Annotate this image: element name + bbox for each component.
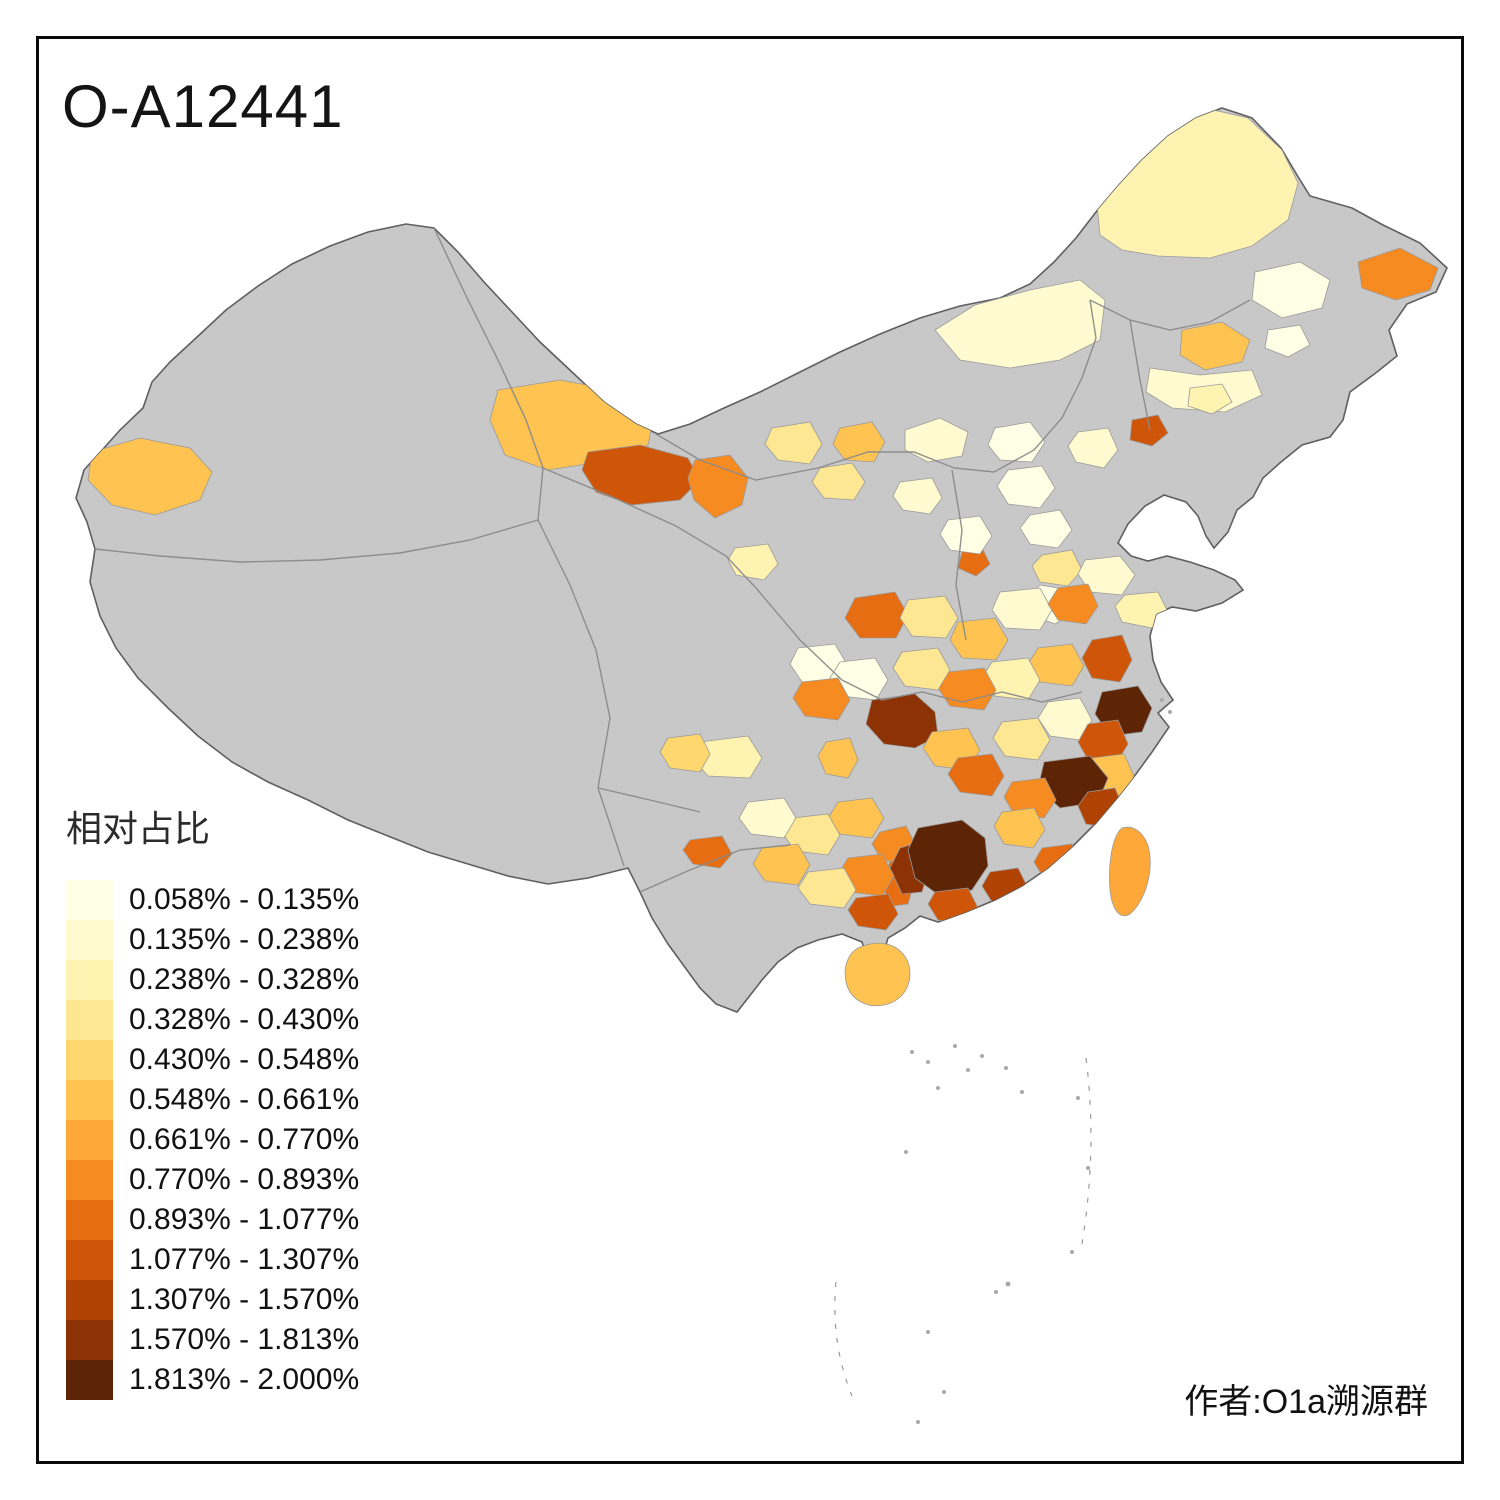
legend-swatch <box>66 1160 113 1200</box>
legend-swatch <box>66 1080 113 1120</box>
legend-rows: 0.058% - 0.135% 0.135% - 0.238% 0.238% -… <box>66 880 359 1400</box>
legend: 相对占比 0.058% - 0.135% 0.135% - 0.238% 0.2… <box>66 800 359 1400</box>
legend-label: 0.135% - 0.238% <box>129 923 360 956</box>
legend-item: 0.770% - 0.893% <box>66 1160 359 1200</box>
legend-label: 1.570% - 1.813% <box>129 1323 360 1356</box>
legend-label: 0.328% - 0.430% <box>129 1003 360 1036</box>
legend-item: 0.893% - 1.077% <box>66 1200 359 1240</box>
legend-swatch <box>66 1280 113 1320</box>
hainan-region <box>844 942 911 1007</box>
legend-item: 0.135% - 0.238% <box>66 920 359 960</box>
legend-label: 0.238% - 0.328% <box>129 963 360 996</box>
plot-title: O-A12441 <box>62 73 344 140</box>
legend-label: 0.548% - 0.661% <box>129 1083 360 1116</box>
taiwan-region <box>1109 826 1151 916</box>
legend-label: 1.813% - 2.000% <box>129 1363 360 1396</box>
legend-swatch <box>66 1120 113 1160</box>
legend-swatch <box>66 880 113 920</box>
legend-item: 0.430% - 0.548% <box>66 1040 359 1080</box>
legend-label: 0.430% - 0.548% <box>129 1043 360 1076</box>
legend-item: 0.661% - 0.770% <box>66 1120 359 1160</box>
legend-title: 相对占比 <box>66 808 211 849</box>
legend-item: 1.077% - 1.307% <box>66 1240 359 1280</box>
legend-swatch <box>66 1360 113 1400</box>
legend-swatch <box>66 920 113 960</box>
legend-item: 0.328% - 0.430% <box>66 1000 359 1040</box>
legend-item: 0.058% - 0.135% <box>66 880 359 920</box>
legend-swatch <box>66 1320 113 1360</box>
legend-swatch <box>66 1000 113 1040</box>
south-china-sea-islands <box>834 698 1172 1424</box>
legend-swatch <box>66 1040 113 1080</box>
legend-label: 1.077% - 1.307% <box>129 1243 360 1276</box>
legend-item: 1.570% - 1.813% <box>66 1320 359 1360</box>
legend-item: 0.548% - 0.661% <box>66 1080 359 1120</box>
legend-label: 0.661% - 0.770% <box>129 1123 360 1156</box>
legend-label: 0.058% - 0.135% <box>129 883 360 916</box>
legend-item: 1.307% - 1.570% <box>66 1280 359 1320</box>
legend-swatch <box>66 1240 113 1280</box>
province-borders <box>94 227 1251 893</box>
legend-item: 1.813% - 2.000% <box>66 1360 359 1400</box>
legend-swatch <box>66 1200 113 1240</box>
attribution-text: 作者:O1a溯源群 <box>1184 1383 1428 1421</box>
legend-item: 0.238% - 0.328% <box>66 960 359 1000</box>
legend-label: 1.307% - 1.570% <box>129 1283 360 1316</box>
legend-swatch <box>66 960 113 1000</box>
legend-label: 0.770% - 0.893% <box>129 1163 360 1196</box>
legend-label: 0.893% - 1.077% <box>129 1203 360 1236</box>
